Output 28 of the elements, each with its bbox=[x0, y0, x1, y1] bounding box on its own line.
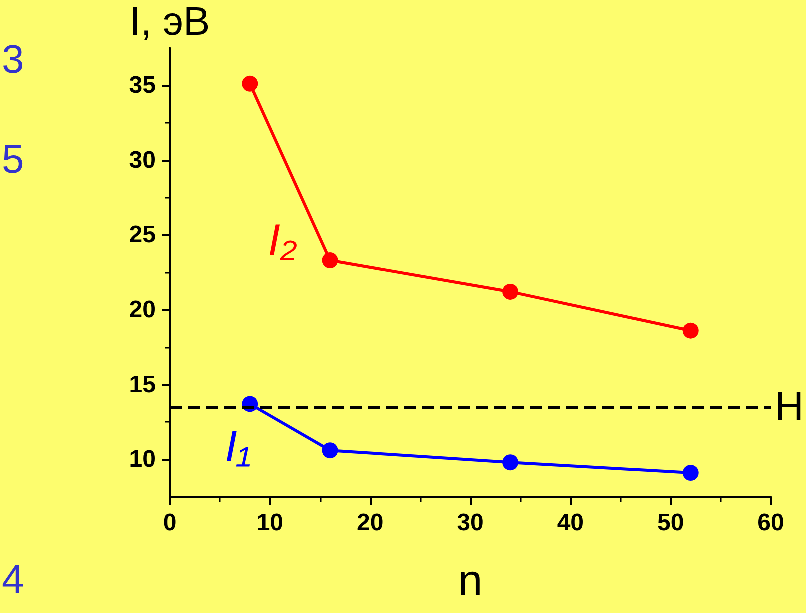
x-tick-label: 50 bbox=[657, 510, 684, 536]
ref-line-label: H bbox=[775, 385, 804, 430]
point bbox=[682, 465, 699, 482]
point bbox=[322, 252, 338, 269]
text: 4 bbox=[2, 558, 24, 602]
point bbox=[242, 76, 258, 92]
y-tick-label: 10 bbox=[129, 446, 156, 474]
text: 5 bbox=[2, 138, 24, 182]
y-tick-label: 25 bbox=[129, 222, 156, 249]
x-tick-label: 30 bbox=[457, 510, 484, 536]
series-label: I₁ bbox=[225, 422, 252, 472]
x-axis-title: n bbox=[458, 556, 483, 606]
x-tick-label: 10 bbox=[256, 510, 284, 536]
x-tick-label: 40 bbox=[557, 510, 584, 536]
x-tick-label: 20 bbox=[356, 510, 384, 536]
text: 3 bbox=[2, 38, 24, 82]
series-label: I₂ bbox=[268, 216, 298, 266]
y-tick-label: 20 bbox=[129, 296, 156, 324]
point bbox=[322, 442, 338, 459]
point bbox=[502, 454, 519, 471]
x-tick-label: 60 bbox=[758, 510, 784, 536]
y-tick-label: 30 bbox=[129, 146, 156, 174]
point bbox=[502, 284, 519, 300]
point bbox=[682, 322, 699, 339]
x-tick-label: 0 bbox=[163, 510, 177, 536]
y-tick-label: 15 bbox=[129, 371, 156, 398]
y-axis-title: I, эВ bbox=[130, 0, 210, 44]
y-tick-label: 35 bbox=[129, 72, 156, 99]
